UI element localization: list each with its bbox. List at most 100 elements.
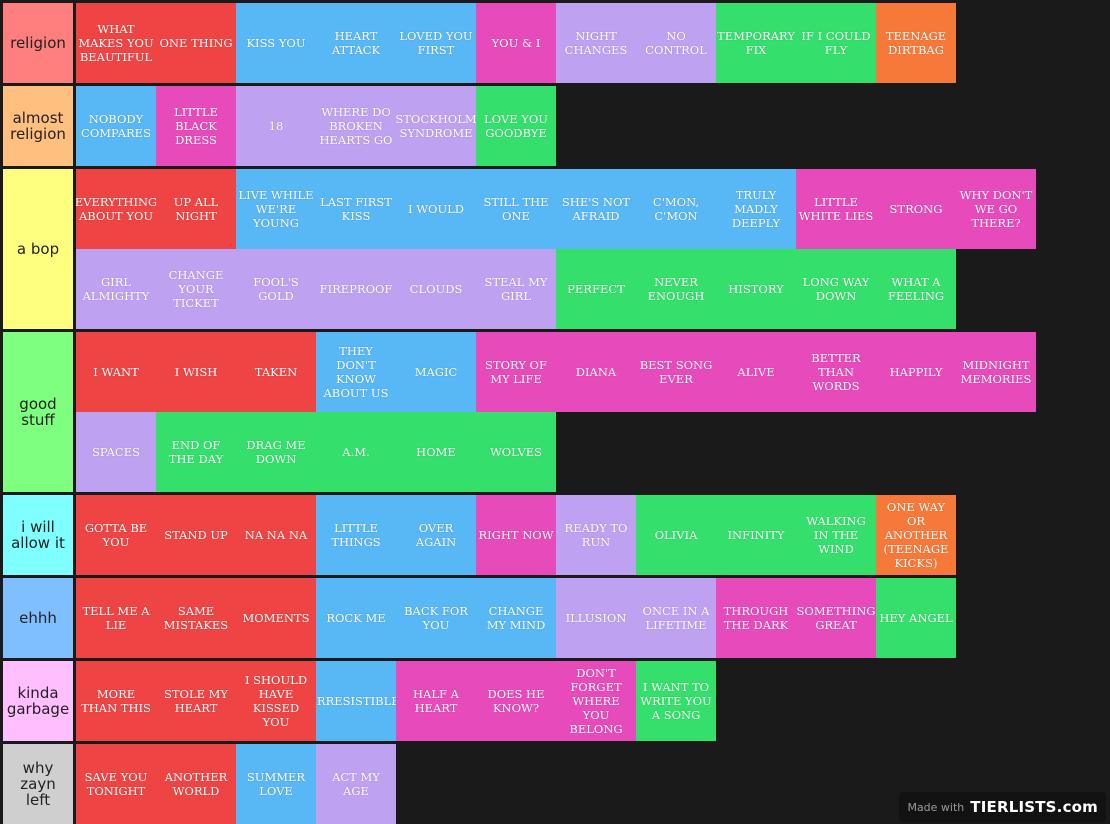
tier-label[interactable]: kinda garbage: [3, 661, 73, 741]
song-tile[interactable]: STOCKHOLM SYNDROME: [396, 86, 476, 166]
song-tile[interactable]: TRULY MADLY DEEPLY: [716, 169, 796, 249]
song-tile[interactable]: MOMENTS: [236, 578, 316, 658]
song-tile[interactable]: EVERYTHING ABOUT YOU: [76, 169, 156, 249]
tier-label[interactable]: good stuff: [3, 332, 73, 492]
song-tile[interactable]: SUMMER LOVE: [236, 744, 316, 824]
song-tile[interactable]: DRAG ME DOWN: [236, 412, 316, 492]
song-tile[interactable]: WHY DON'T WE GO THERE?: [956, 169, 1036, 249]
song-tile[interactable]: LITTLE WHITE LIES: [796, 169, 876, 249]
song-tile[interactable]: DIANA: [556, 332, 636, 412]
song-tile[interactable]: RIGHT NOW: [476, 495, 556, 575]
song-tile[interactable]: NIGHT CHANGES: [556, 3, 636, 83]
song-tile[interactable]: NO CONTROL: [636, 3, 716, 83]
song-tile[interactable]: HOME: [396, 412, 476, 492]
song-tile[interactable]: WHERE DO BROKEN HEARTS GO: [316, 86, 396, 166]
tier-label[interactable]: a bop: [3, 169, 73, 329]
song-tile[interactable]: HISTORY: [716, 249, 796, 329]
song-tile[interactable]: LITTLE BLACK DRESS: [156, 86, 236, 166]
song-tile[interactable]: A.M.: [316, 412, 396, 492]
song-tile[interactable]: WHAT MAKES YOU BEAUTIFUL: [76, 3, 156, 83]
song-tile[interactable]: ALIVE: [716, 332, 796, 412]
song-tile[interactable]: LAST FIRST KISS: [316, 169, 396, 249]
song-tile[interactable]: I SHOULD HAVE KISSED YOU: [236, 661, 316, 741]
song-tile[interactable]: C'MON, C'MON: [636, 169, 716, 249]
song-tile[interactable]: PERFECT: [556, 249, 636, 329]
song-tile[interactable]: ROCK ME: [316, 578, 396, 658]
song-tile[interactable]: THEY DON'T KNOW ABOUT US: [316, 332, 396, 412]
song-tile[interactable]: SAVE YOU TONIGHT: [76, 744, 156, 824]
song-tile[interactable]: ACT MY AGE: [316, 744, 396, 824]
song-tile[interactable]: HALF A HEART: [396, 661, 476, 741]
song-tile[interactable]: WALKING IN THE WIND: [796, 495, 876, 575]
song-tile[interactable]: BETTER THAN WORDS: [796, 332, 876, 412]
tier-label[interactable]: religion: [3, 3, 73, 83]
song-tile[interactable]: END OF THE DAY: [156, 412, 236, 492]
song-tile[interactable]: SPACES: [76, 412, 156, 492]
song-tile[interactable]: TAKEN: [236, 332, 316, 412]
song-tile[interactable]: CHANGE YOUR TICKET: [156, 249, 236, 329]
song-tile[interactable]: TELL ME A LIE: [76, 578, 156, 658]
song-tile[interactable]: STRONG: [876, 169, 956, 249]
song-tile[interactable]: LOVED YOU FIRST: [396, 3, 476, 83]
song-tile[interactable]: OVER AGAIN: [396, 495, 476, 575]
song-tile[interactable]: SOMETHING GREAT: [796, 578, 876, 658]
song-tile[interactable]: DOES HE KNOW?: [476, 661, 556, 741]
song-tile[interactable]: GIRL ALMIGHTY: [76, 249, 156, 329]
song-tile[interactable]: ONE WAY OR ANOTHER (TEENAGE KICKS): [876, 495, 956, 575]
song-tile[interactable]: STEAL MY GIRL: [476, 249, 556, 329]
song-tile[interactable]: NOBODY COMPARES: [76, 86, 156, 166]
song-tile[interactable]: READY TO RUN: [556, 495, 636, 575]
song-tile[interactable]: CHANGE MY MIND: [476, 578, 556, 658]
song-tile[interactable]: ILLUSION: [556, 578, 636, 658]
song-tile[interactable]: DON'T FORGET WHERE YOU BELONG: [556, 661, 636, 741]
song-tile[interactable]: STOLE MY HEART: [156, 661, 236, 741]
song-tile[interactable]: HAPPILY: [876, 332, 956, 412]
song-tile[interactable]: TEMPORARY FIX: [716, 3, 796, 83]
song-tile[interactable]: I WOULD: [396, 169, 476, 249]
song-tile[interactable]: NEVER ENOUGH: [636, 249, 716, 329]
tier-label[interactable]: almost religion: [3, 86, 73, 166]
song-tile[interactable]: OLIVIA: [636, 495, 716, 575]
song-tile[interactable]: LIVE WHILE WE'RE YOUNG: [236, 169, 316, 249]
song-tile[interactable]: IRRESISTIBLE: [316, 661, 396, 741]
song-tile[interactable]: KISS YOU: [236, 3, 316, 83]
song-tile[interactable]: 18: [236, 86, 316, 166]
tier-label[interactable]: ehhh: [3, 578, 73, 658]
song-tile[interactable]: STILL THE ONE: [476, 169, 556, 249]
song-tile[interactable]: SAME MISTAKES: [156, 578, 236, 658]
song-tile[interactable]: BACK FOR YOU: [396, 578, 476, 658]
song-tile[interactable]: SHE'S NOT AFRAID: [556, 169, 636, 249]
song-tile[interactable]: ANOTHER WORLD: [156, 744, 236, 824]
song-tile[interactable]: WOLVES: [476, 412, 556, 492]
tier-label[interactable]: i will allow it: [3, 495, 73, 575]
song-tile[interactable]: I WANT TO WRITE YOU A SONG: [636, 661, 716, 741]
song-tile[interactable]: LOVE YOU GOODBYE: [476, 86, 556, 166]
song-tile[interactable]: I WISH: [156, 332, 236, 412]
song-tile[interactable]: MIDNIGHT MEMORIES: [956, 332, 1036, 412]
song-tile[interactable]: ONE THING: [156, 3, 236, 83]
song-tile[interactable]: HEART ATTACK: [316, 3, 396, 83]
song-tile[interactable]: CLOUDS: [396, 249, 476, 329]
song-tile[interactable]: LITTLE THINGS: [316, 495, 396, 575]
watermark[interactable]: Made with TIERLISTS.com: [899, 792, 1106, 822]
song-tile[interactable]: FOOL'S GOLD: [236, 249, 316, 329]
tier-label[interactable]: why zayn left: [3, 744, 73, 824]
song-tile[interactable]: STORY OF MY LIFE: [476, 332, 556, 412]
song-tile[interactable]: GOTTA BE YOU: [76, 495, 156, 575]
song-tile[interactable]: MORE THAN THIS: [76, 661, 156, 741]
song-tile[interactable]: MAGIC: [396, 332, 476, 412]
song-tile[interactable]: I WANT: [76, 332, 156, 412]
song-tile[interactable]: UP ALL NIGHT: [156, 169, 236, 249]
song-tile[interactable]: STAND UP: [156, 495, 236, 575]
song-tile[interactable]: HEY ANGEL: [876, 578, 956, 658]
song-tile[interactable]: IF I COULD FLY: [796, 3, 876, 83]
song-tile[interactable]: INFINITY: [716, 495, 796, 575]
song-tile[interactable]: TEENAGE DIRTBAG: [876, 3, 956, 83]
song-tile[interactable]: LONG WAY DOWN: [796, 249, 876, 329]
song-tile[interactable]: FIREPROOF: [316, 249, 396, 329]
song-tile[interactable]: YOU & I: [476, 3, 556, 83]
song-tile[interactable]: ONCE IN A LIFETIME: [636, 578, 716, 658]
song-tile[interactable]: NA NA NA: [236, 495, 316, 575]
song-tile[interactable]: THROUGH THE DARK: [716, 578, 796, 658]
song-tile[interactable]: BEST SONG EVER: [636, 332, 716, 412]
